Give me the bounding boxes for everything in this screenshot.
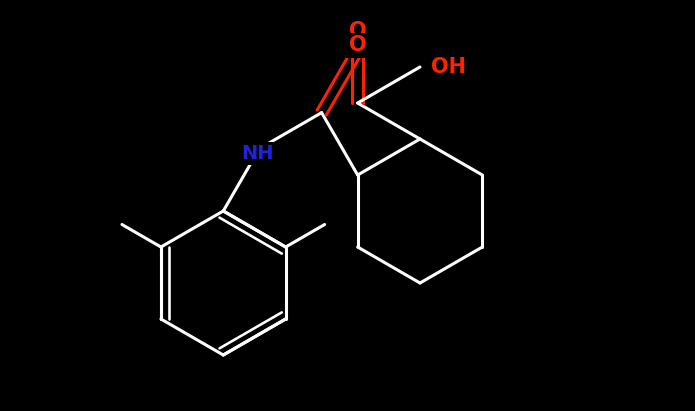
Text: O: O bbox=[349, 21, 366, 41]
Text: O: O bbox=[349, 35, 366, 55]
Text: NH: NH bbox=[241, 144, 274, 163]
Text: OH: OH bbox=[430, 57, 466, 77]
